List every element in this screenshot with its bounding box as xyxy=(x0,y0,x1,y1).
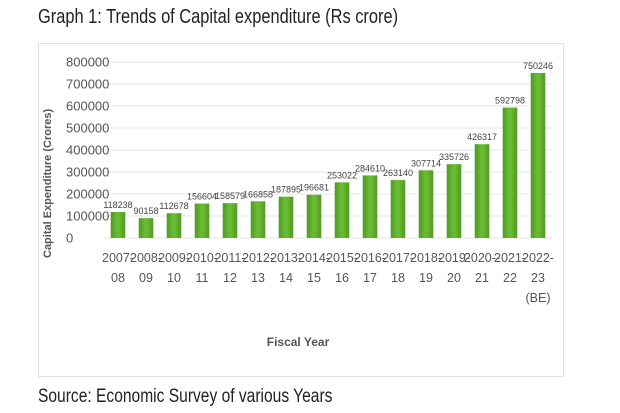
bar xyxy=(250,201,266,238)
bar xyxy=(390,180,406,238)
x-tick-label: 2019- xyxy=(438,251,470,265)
x-tick-label: 22 xyxy=(503,271,517,285)
x-tick-label: 20 xyxy=(447,271,461,285)
x-tick-label: 2022- xyxy=(522,251,554,265)
data-label: 335726 xyxy=(439,152,469,162)
x-tick-label: 12 xyxy=(223,271,237,285)
x-tick-label: 2015- xyxy=(326,251,358,265)
x-tick-label: 18 xyxy=(391,271,405,285)
x-tick-label: 19 xyxy=(419,271,433,285)
data-label: 253022 xyxy=(327,170,357,180)
x-tick-label: 09 xyxy=(139,271,153,285)
x-tick-label: 08 xyxy=(111,271,125,285)
y-axis-label: Capital Expenditure (Crores) xyxy=(42,109,54,258)
y-tick-label: 700000 xyxy=(66,77,109,92)
bar xyxy=(278,196,294,238)
source-note: Source: Economic Survey of various Years xyxy=(38,386,333,407)
bar xyxy=(110,211,126,238)
y-tick-label: 300000 xyxy=(66,165,109,180)
bar xyxy=(362,175,378,238)
x-tick-label: 2008- xyxy=(130,251,162,265)
data-label: 592798 xyxy=(495,96,525,106)
x-tick-label: (BE) xyxy=(526,291,551,305)
x-tick-label: 16 xyxy=(335,271,349,285)
data-label: 284610 xyxy=(355,163,385,173)
x-tick-label: 17 xyxy=(363,271,377,285)
y-tick-label: 100000 xyxy=(66,209,109,224)
bar xyxy=(306,194,322,238)
bar xyxy=(222,203,238,238)
bar xyxy=(418,170,434,238)
x-tick-label: 21 xyxy=(475,271,489,285)
x-tick-label: 23 xyxy=(531,271,545,285)
bar xyxy=(530,72,546,238)
x-tick-label: 2010- xyxy=(186,251,218,265)
bar xyxy=(334,182,350,238)
bar xyxy=(166,213,182,238)
data-label: 187895 xyxy=(271,185,301,195)
y-tick-label: 0 xyxy=(66,231,73,246)
data-label: 263140 xyxy=(383,168,413,178)
x-axis-label: Fiscal Year xyxy=(267,335,330,349)
data-label: 426317 xyxy=(467,132,497,142)
x-tick-label: 14 xyxy=(279,271,293,285)
data-label: 166858 xyxy=(243,189,273,199)
bar xyxy=(474,144,490,238)
x-tick-label: 2021- xyxy=(494,251,526,265)
bar xyxy=(446,164,462,238)
x-tick-label: 2016- xyxy=(354,251,386,265)
y-tick-label: 200000 xyxy=(66,187,109,202)
x-tick-label: 13 xyxy=(251,271,265,285)
data-label: 90158 xyxy=(133,206,158,216)
x-tick-label: 2018- xyxy=(410,251,442,265)
x-tick-label: 2014- xyxy=(298,251,330,265)
x-tick-label: 15 xyxy=(307,271,321,285)
x-tick-label: 11 xyxy=(196,271,209,285)
bar xyxy=(194,203,210,238)
x-tick-label: 2017- xyxy=(382,251,414,265)
y-tick-label: 800000 xyxy=(66,55,109,70)
data-label: 112678 xyxy=(159,201,188,211)
data-label: 156604 xyxy=(187,192,217,202)
x-tick-label: 2009- xyxy=(158,251,190,265)
x-tick-label: 2011- xyxy=(214,251,245,265)
x-tick-label: 2013- xyxy=(270,251,302,265)
x-tick-label: 2012- xyxy=(242,251,274,265)
data-label: 118238 xyxy=(103,200,132,210)
x-tick-label: 2020-- xyxy=(464,251,500,265)
x-tick-label: 2007- xyxy=(102,251,134,265)
data-label: 750246 xyxy=(523,61,553,71)
bar xyxy=(138,218,154,238)
x-tick-label: 10 xyxy=(167,271,181,285)
bar xyxy=(502,107,518,238)
y-tick-label: 400000 xyxy=(66,143,109,158)
y-tick-label: 500000 xyxy=(66,121,109,136)
data-label: 196681 xyxy=(299,183,329,193)
y-tick-label: 600000 xyxy=(66,99,109,114)
data-label: 158579 xyxy=(215,191,245,201)
data-label: 307714 xyxy=(411,158,441,168)
chart-title: Graph 1: Trends of Capital expenditure (… xyxy=(38,6,399,28)
